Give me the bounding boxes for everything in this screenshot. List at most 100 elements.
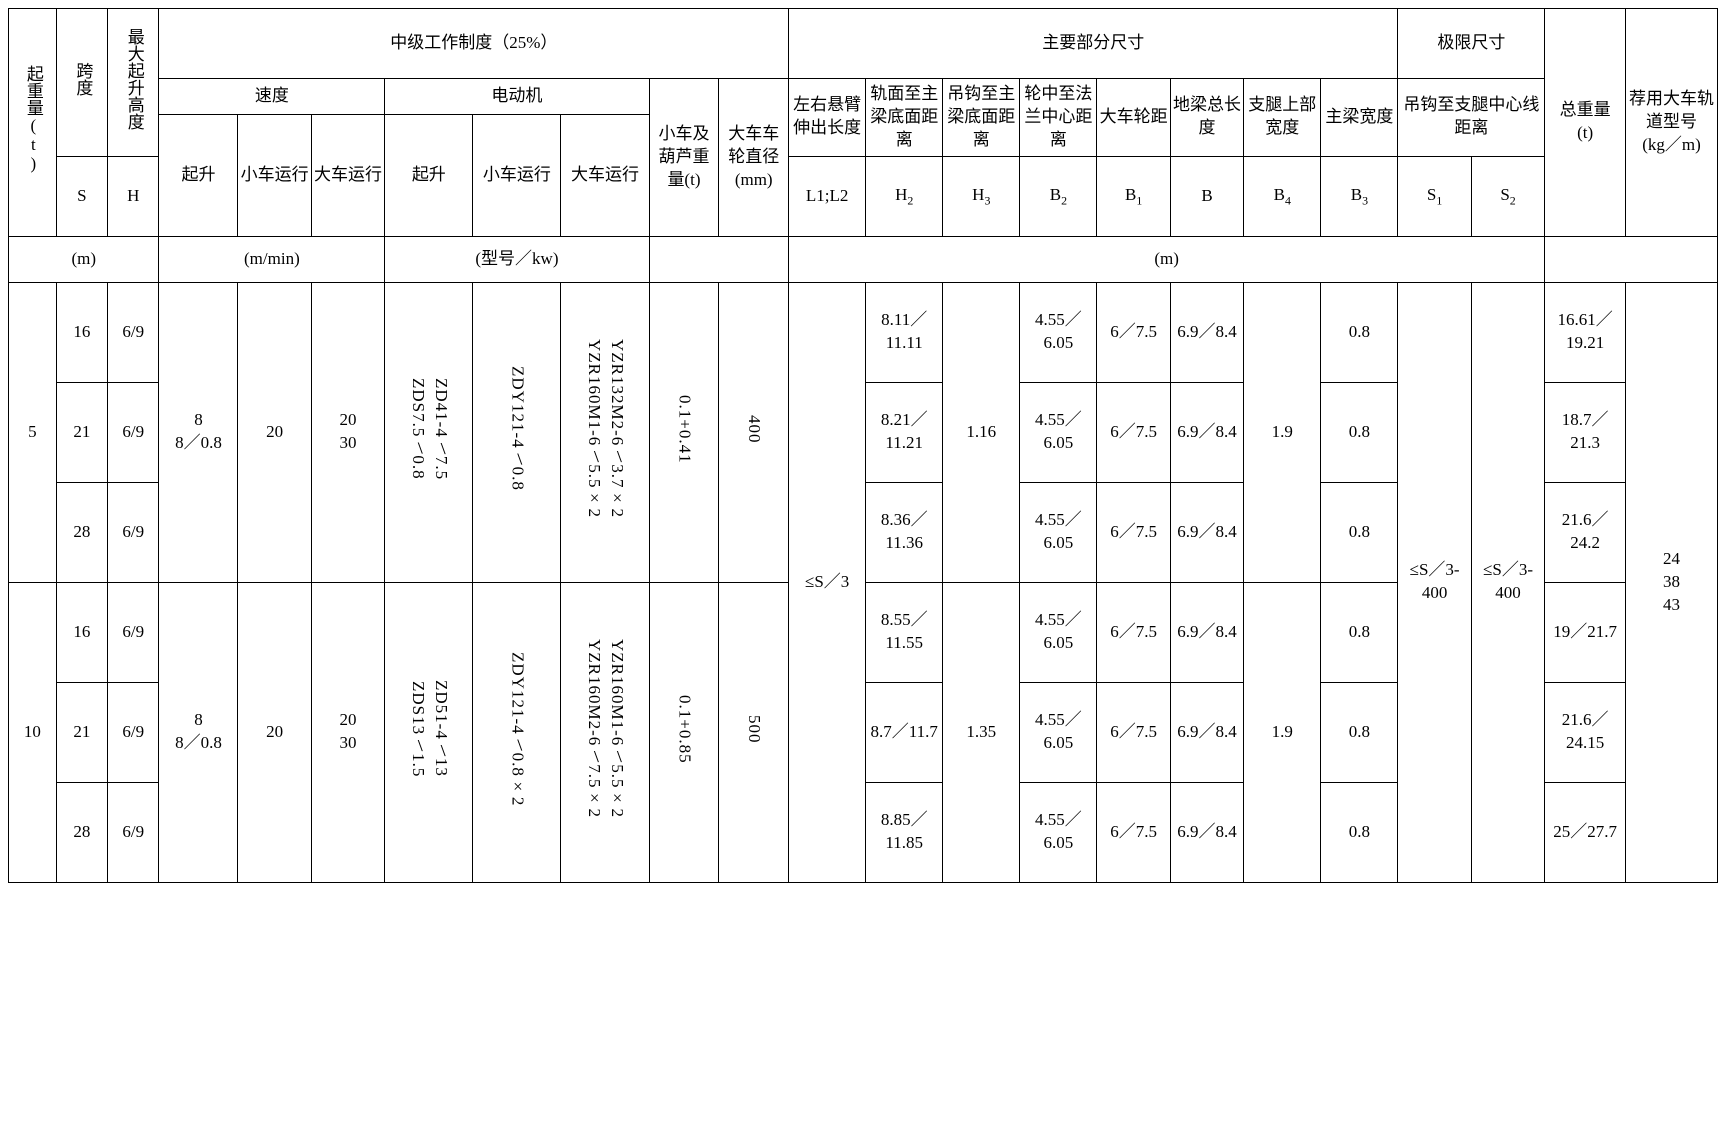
- cell-B1: 6／7.5: [1097, 682, 1170, 782]
- cell-B4: 1.9: [1244, 282, 1321, 582]
- cell-B1: 6／7.5: [1097, 382, 1170, 482]
- cell-wheel-diam: 500: [719, 582, 789, 882]
- spec-table: 起重量(t) 跨度 最大起升高度 中级工作制度（25%） 主要部分尺寸 极限尺寸…: [8, 8, 1718, 883]
- cell-H: 6/9: [108, 782, 159, 882]
- cell-B3: 0.8: [1321, 282, 1398, 382]
- cell-crane-motor: YZR160M1-6﹨5.5×2YZR160M2-6﹨7.5×2: [561, 582, 649, 882]
- cell-H2: 8.7／11.7: [866, 682, 943, 782]
- unit-m-1: (m): [9, 236, 159, 282]
- cell-B1: 6／7.5: [1097, 582, 1170, 682]
- cell-H2: 8.21／11.21: [866, 382, 943, 482]
- sym-H3: H3: [943, 156, 1020, 236]
- cell-S: 28: [56, 482, 107, 582]
- hdr-wheel-diam: 大车车轮直径(mm): [719, 79, 789, 237]
- cell-hoist-weight: 0.1+0.85: [649, 582, 719, 882]
- cell-B1: 6／7.5: [1097, 482, 1170, 582]
- hdr-trolley-motor: 小车运行: [473, 115, 561, 237]
- cell-H: 6/9: [108, 482, 159, 582]
- cell-B3: 0.8: [1321, 682, 1398, 782]
- cell-S: 21: [56, 682, 107, 782]
- hdr-main-dims: 主要部分尺寸: [789, 9, 1398, 79]
- hdr-limit-dims: 极限尺寸: [1398, 9, 1545, 79]
- cell-S: 16: [56, 582, 107, 682]
- cell-total: 19／21.7: [1545, 582, 1626, 682]
- cell-S: 21: [56, 382, 107, 482]
- cell-B: 6.9／8.4: [1170, 782, 1243, 882]
- sym-S2: S2: [1471, 156, 1544, 236]
- cell-H2: 8.55／11.55: [866, 582, 943, 682]
- cell-B2: 4.55／6.05: [1020, 282, 1097, 382]
- hdr-rail-model: 荐用大车轨道型号 (kg／m): [1626, 9, 1718, 237]
- cell-B: 6.9／8.4: [1170, 582, 1243, 682]
- hdr-lift-speed: 起升: [159, 115, 238, 237]
- hdr-hook-to-leg: 吊钩至支腿中心线距离: [1398, 79, 1545, 157]
- cell-total: 25／27.7: [1545, 782, 1626, 882]
- sym-H: H: [108, 156, 159, 236]
- cell-total: 21.6／24.15: [1545, 682, 1626, 782]
- cell-H3: 1.16: [943, 282, 1020, 582]
- hdr-duty: 中级工作制度（25%）: [159, 9, 789, 79]
- cell-S2: ≤S／3-400: [1471, 282, 1544, 882]
- unit-blank: [649, 236, 789, 282]
- sym-B3: B3: [1321, 156, 1398, 236]
- cell-crane-speed: 2030: [311, 582, 384, 882]
- cell-B1: 6／7.5: [1097, 282, 1170, 382]
- hdr-trolley-speed: 小车运行: [238, 115, 311, 237]
- hdr-motor: 电动机: [385, 79, 649, 115]
- hdr-main-beam-width: 主梁宽度: [1321, 79, 1398, 157]
- cell-S: 28: [56, 782, 107, 882]
- cell-B: 6.9／8.4: [1170, 682, 1243, 782]
- cell-H3: 1.35: [943, 582, 1020, 882]
- cell-H2: 8.85／11.85: [866, 782, 943, 882]
- cell-wheel-diam: 400: [719, 282, 789, 582]
- cell-crane-speed: 2030: [311, 282, 384, 582]
- cell-trolley-motor: ZDY121-4﹨0.8: [473, 282, 561, 582]
- sym-B: B: [1170, 156, 1243, 236]
- sym-S: S: [56, 156, 107, 236]
- cell-trolley-motor: ZDY121-4﹨0.8×2: [473, 582, 561, 882]
- cell-L1L2: ≤S／3: [789, 282, 866, 882]
- cell-crane-motor: YZR132M2-6﹨3.7×2YZR160M1-6﹨5.5×2: [561, 282, 649, 582]
- cell-B2: 4.55／6.05: [1020, 482, 1097, 582]
- cell-H2: 8.11／11.11: [866, 282, 943, 382]
- hdr-hook-to-beam: 吊钩至主梁底面距离: [943, 79, 1020, 157]
- hdr-span: 跨度: [56, 9, 107, 157]
- cell-lift-speed: 88／0.8: [159, 282, 238, 582]
- sym-B1: B1: [1097, 156, 1170, 236]
- cell-B3: 0.8: [1321, 582, 1398, 682]
- cell-B3: 0.8: [1321, 382, 1398, 482]
- sym-H2: H2: [866, 156, 943, 236]
- cell-B2: 4.55／6.05: [1020, 382, 1097, 482]
- cell-hoist-weight: 0.1+0.41: [649, 282, 719, 582]
- sym-S1: S1: [1398, 156, 1471, 236]
- cell-rail: 243843: [1626, 282, 1718, 882]
- hdr-leg-width: 支腿上部宽度: [1244, 79, 1321, 157]
- cell-H2: 8.36／11.36: [866, 482, 943, 582]
- cell-B4: 1.9: [1244, 582, 1321, 882]
- cell-B2: 4.55／6.05: [1020, 682, 1097, 782]
- unit-model-kw: (型号／kw): [385, 236, 649, 282]
- hdr-max-height: 最大起升高度: [108, 9, 159, 157]
- sym-B4: B4: [1244, 156, 1321, 236]
- cell-lift-speed: 88／0.8: [159, 582, 238, 882]
- cell-B3: 0.8: [1321, 482, 1398, 582]
- cell-H: 6/9: [108, 682, 159, 782]
- hdr-wheel-base: 大车轮距: [1097, 79, 1170, 157]
- cell-total: 18.7／21.3: [1545, 382, 1626, 482]
- hdr-cantilever: 左右悬臂伸出长度: [789, 79, 866, 157]
- hdr-wheel-to-flange: 轮中至法兰中心距离: [1020, 79, 1097, 157]
- cell-trolley-speed: 20: [238, 282, 311, 582]
- hdr-ground-beam: 地梁总长度: [1170, 79, 1243, 157]
- sym-L1L2: L1;L2: [789, 156, 866, 236]
- cell-S: 16: [56, 282, 107, 382]
- cell-H: 6/9: [108, 582, 159, 682]
- cell-B2: 4.55／6.05: [1020, 782, 1097, 882]
- hdr-crane-speed: 大车运行: [311, 115, 384, 237]
- cell-capacity: 5: [9, 282, 57, 582]
- cell-H: 6/9: [108, 282, 159, 382]
- hdr-total-weight: 总重量 (t): [1545, 9, 1626, 237]
- cell-B1: 6／7.5: [1097, 782, 1170, 882]
- hdr-crane-motor: 大车运行: [561, 115, 649, 237]
- hdr-speed: 速度: [159, 79, 385, 115]
- cell-lift-motor: ZD51-4﹨13ZDS13﹨1.5: [385, 582, 473, 882]
